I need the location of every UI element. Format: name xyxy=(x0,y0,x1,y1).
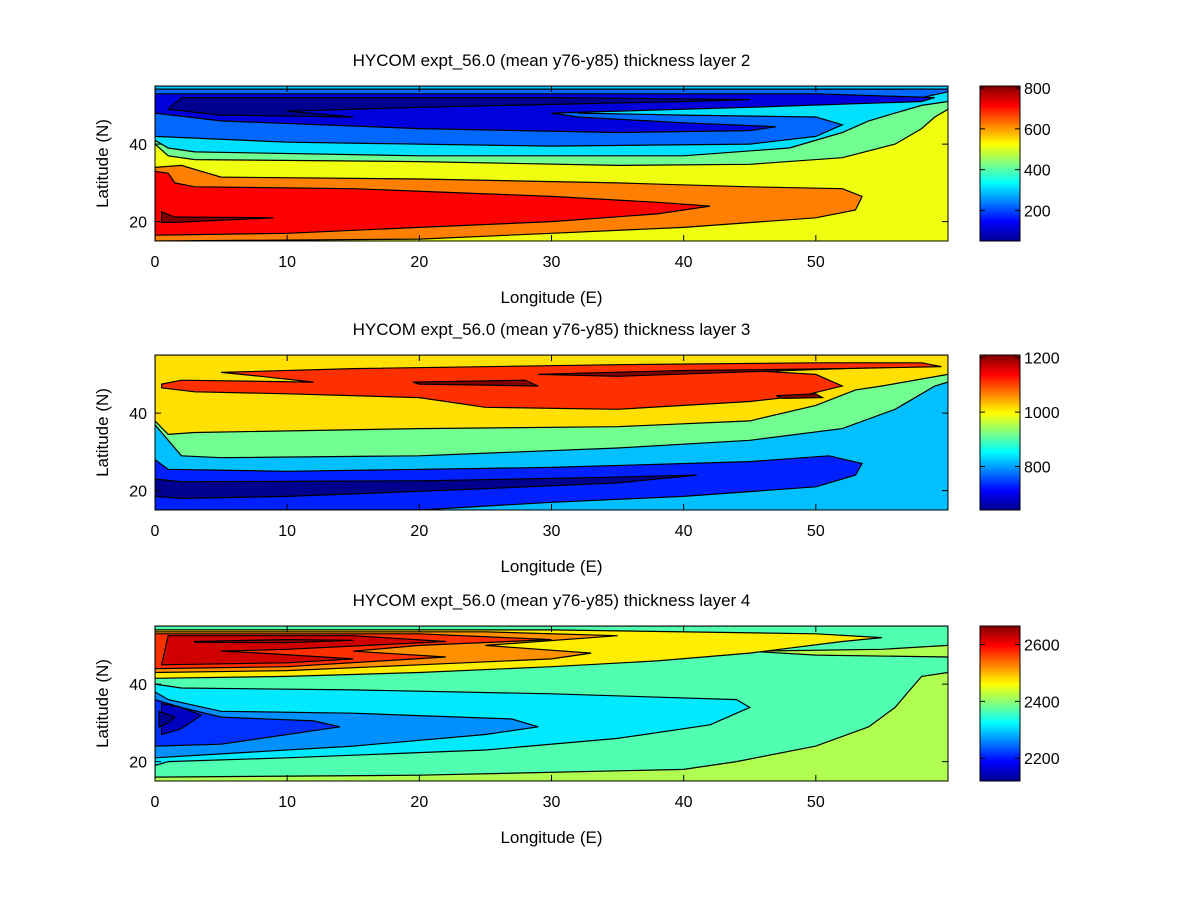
y-tick-label: 40 xyxy=(129,406,147,423)
contour-region xyxy=(155,691,539,759)
y-tick-label: 20 xyxy=(129,484,147,501)
x-tick-label: 20 xyxy=(410,523,428,540)
x-tick-label: 30 xyxy=(543,794,561,811)
contour-region xyxy=(161,211,274,223)
x-tick-label: 40 xyxy=(675,794,693,811)
colorbar-tick-label: 600 xyxy=(1024,122,1051,139)
y-tick-label: 40 xyxy=(129,137,147,154)
x-tick-label: 50 xyxy=(807,523,825,540)
x-tick-label: 0 xyxy=(151,794,160,811)
colorbar-tick-label: 1000 xyxy=(1024,405,1060,422)
contour-region xyxy=(155,170,711,236)
contour-region xyxy=(155,698,341,747)
colorbar-tick-label: 2600 xyxy=(1024,637,1060,654)
x-tick-label: 10 xyxy=(278,523,296,540)
x-tick-label: 20 xyxy=(410,794,428,811)
contour-region xyxy=(194,638,354,644)
contour-field xyxy=(155,86,948,241)
colorbar-scale xyxy=(979,625,1021,782)
subplot-title: HYCOM expt_56.0 (mean y76-y85) thickness… xyxy=(353,51,751,70)
x-tick-label: 20 xyxy=(410,254,428,271)
y-axis-label: Latitude (N) xyxy=(93,659,112,748)
contour-region xyxy=(155,474,697,500)
x-axis-label: Longitude (E) xyxy=(500,288,602,307)
subplot-2: 0 10 20 30 40 50 20 40 HYCOM expt_56.0 (mean y76… xyxy=(93,320,1060,576)
colorbar-tick-label: 200 xyxy=(1024,203,1051,220)
contour-region xyxy=(161,362,942,410)
colorbar-scale xyxy=(979,354,1021,511)
colorbar-tick-label: 1200 xyxy=(1024,351,1060,368)
x-tick-label: 50 xyxy=(807,254,825,271)
colorbar-tick-label: 800 xyxy=(1024,459,1051,476)
y-tick-label: 20 xyxy=(129,755,147,772)
colorbar: 200 400 600 800 xyxy=(979,81,1051,242)
x-tick-label: 40 xyxy=(675,254,693,271)
contour-region xyxy=(538,368,843,377)
contour-field xyxy=(155,355,948,510)
x-tick-label: 10 xyxy=(278,794,296,811)
colorbar: 800 1000 1200 xyxy=(979,351,1060,511)
subplot-1: 0 10 20 30 40 50 20 40 HYCOM expt_56.0 (mean y76… xyxy=(93,51,1051,307)
x-tick-label: 0 xyxy=(151,523,160,540)
x-tick-label: 50 xyxy=(807,794,825,811)
colorbar-scale xyxy=(979,85,1021,242)
subplot-title: HYCOM expt_56.0 (mean y76-y85) thickness… xyxy=(353,591,751,610)
y-tick-label: 20 xyxy=(129,215,147,232)
contour-region xyxy=(412,379,539,387)
colorbar-tick-label: 2400 xyxy=(1024,694,1060,711)
colorbar-tick-label: 2200 xyxy=(1024,751,1060,768)
y-tick-label: 40 xyxy=(129,677,147,694)
x-tick-label: 30 xyxy=(543,523,561,540)
x-axis-label: Longitude (E) xyxy=(500,557,602,576)
colorbar-tick-label: 400 xyxy=(1024,163,1051,180)
x-tick-label: 30 xyxy=(543,254,561,271)
contour-field xyxy=(155,626,948,781)
x-tick-label: 0 xyxy=(151,254,160,271)
subplot-3: 0 10 20 30 40 50 20 40 HYCOM expt_56.0 (mean y76… xyxy=(93,591,1060,847)
y-axis-label: Latitude (N) xyxy=(93,119,112,208)
colorbar-tick-label: 800 xyxy=(1024,81,1051,98)
x-axis-label: Longitude (E) xyxy=(500,828,602,847)
colorbar: 2200 2400 2600 xyxy=(979,625,1060,782)
contour-region xyxy=(775,393,825,400)
x-tick-label: 10 xyxy=(278,254,296,271)
contour-region xyxy=(158,710,176,728)
contour-region xyxy=(166,96,750,118)
x-tick-label: 40 xyxy=(675,523,693,540)
subplot-title: HYCOM expt_56.0 (mean y76-y85) thickness… xyxy=(353,320,751,339)
y-axis-label: Latitude (N) xyxy=(93,388,112,477)
contour-region xyxy=(161,702,203,736)
